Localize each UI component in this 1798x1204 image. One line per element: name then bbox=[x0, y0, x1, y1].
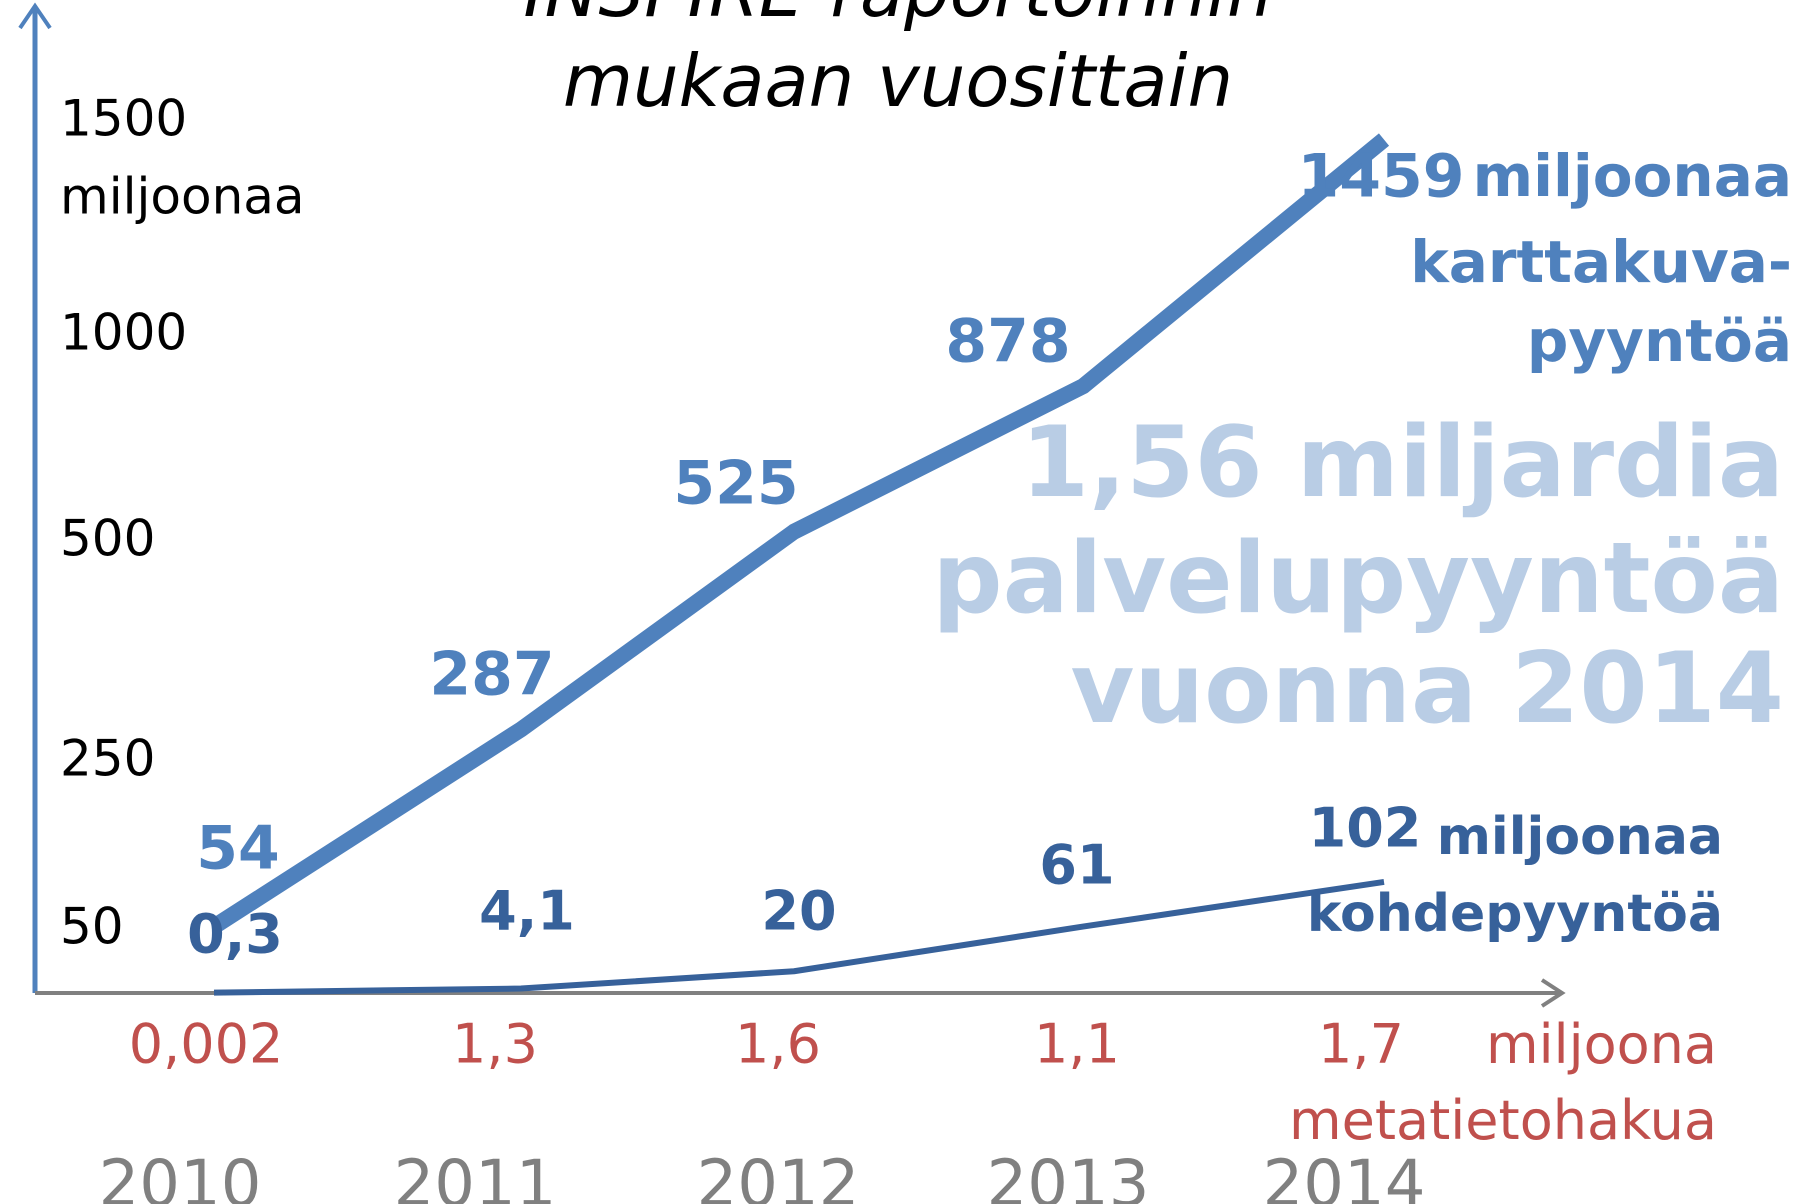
data-label: 1459 bbox=[1298, 142, 1465, 212]
y-tick-label: 1500 bbox=[60, 90, 187, 148]
data-label: 525 bbox=[673, 449, 798, 519]
y-tick-label: 1000 bbox=[60, 304, 187, 362]
data-label: 287 bbox=[429, 640, 554, 710]
x-tick-label: 2013 bbox=[987, 1148, 1150, 1204]
data-label: 1,6 bbox=[735, 1013, 821, 1076]
y-axis-arrowhead bbox=[18, 2, 52, 30]
x-tick-label: 2010 bbox=[99, 1148, 262, 1204]
series-label: miljoona metatietohakua bbox=[1289, 1013, 1717, 1152]
data-label: 54 bbox=[196, 814, 280, 884]
data-label: 0,3 bbox=[187, 903, 283, 966]
x-tick-label: 2011 bbox=[394, 1148, 557, 1204]
data-label: 1,7 bbox=[1318, 1013, 1404, 1076]
x-axis-arrowhead bbox=[1540, 978, 1566, 1008]
series-label: miljoonaa kohdepyyntöä bbox=[1307, 807, 1723, 944]
x-tick-label: 2014 bbox=[1263, 1148, 1426, 1204]
x-tick-label: 2012 bbox=[697, 1148, 860, 1204]
series-label: miljoonaa karttakuva-pyyntöä bbox=[1410, 142, 1792, 375]
chart-title: INSPIRE-raportoinninmukaan vuosittain bbox=[523, 0, 1272, 123]
annotation: 1,56 miljardia palvelupyyntöä vuonna 2014 bbox=[932, 406, 1784, 746]
data-label: 20 bbox=[761, 880, 836, 943]
line-series bbox=[213, 878, 1385, 996]
data-label: 61 bbox=[1039, 834, 1114, 897]
data-label: 0,002 bbox=[129, 1013, 284, 1076]
data-label: 102 bbox=[1309, 797, 1422, 860]
data-label: 1,1 bbox=[1034, 1013, 1120, 1076]
y-axis-label: miljoonaa bbox=[60, 168, 305, 226]
data-label: 4,1 bbox=[479, 880, 575, 943]
data-label: 1,3 bbox=[452, 1013, 538, 1076]
y-tick-label: 50 bbox=[60, 898, 124, 956]
data-label: 878 bbox=[945, 307, 1070, 377]
y-tick-label: 250 bbox=[60, 730, 155, 788]
line-series bbox=[209, 133, 1390, 934]
y-tick-label: 500 bbox=[60, 510, 155, 568]
